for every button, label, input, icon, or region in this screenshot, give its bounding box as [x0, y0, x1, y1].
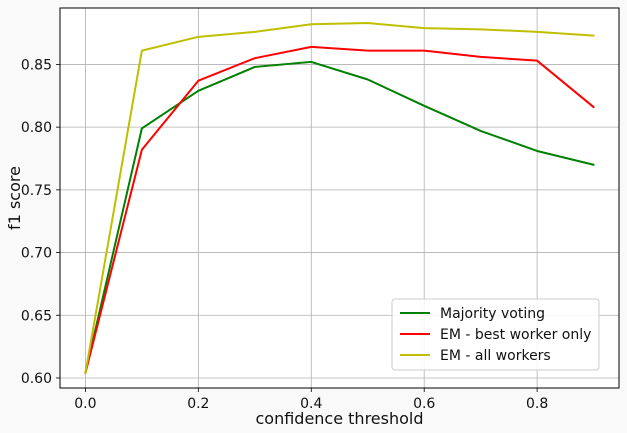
series-lines: [84, 22, 595, 374]
plot-frame: [59, 7, 620, 389]
y-tick-label: 0.85: [21, 57, 52, 73]
legend: Majority voting EM - best worker only EM -…: [391, 298, 600, 371]
series-line-3: [84, 22, 595, 374]
series-line-1: [84, 60, 595, 374]
legend-label-1: Majority voting: [440, 306, 545, 322]
x-tick-label: 0.6: [413, 396, 435, 412]
y-tick-label: 0.65: [21, 308, 52, 324]
y-axis-label: f1 score: [5, 166, 24, 230]
x-axis-label: confidence threshold: [255, 409, 423, 428]
y-tick-label: 0.75: [21, 183, 52, 199]
y-tick-label: 0.60: [21, 371, 52, 387]
legend-label-3: EM - all workers: [440, 348, 551, 364]
y-tick-label: 0.80: [21, 120, 52, 136]
legend-label-2: EM - best worker only: [440, 327, 591, 343]
series-line-2: [84, 45, 595, 374]
x-tick-label: 0.2: [187, 396, 209, 412]
x-tick-label: 0.4: [300, 396, 322, 412]
y-axis-ticks: 0.60 0.65 0.70 0.75 0.80 0.85: [21, 57, 60, 387]
y-tick-label: 0.70: [21, 246, 52, 262]
x-axis-ticks: 0.0 0.2 0.4 0.6 0.8: [74, 388, 548, 412]
x-tick-label: 0.8: [526, 396, 548, 412]
x-tick-label: 0.0: [74, 396, 96, 412]
legend-box: [391, 298, 600, 371]
